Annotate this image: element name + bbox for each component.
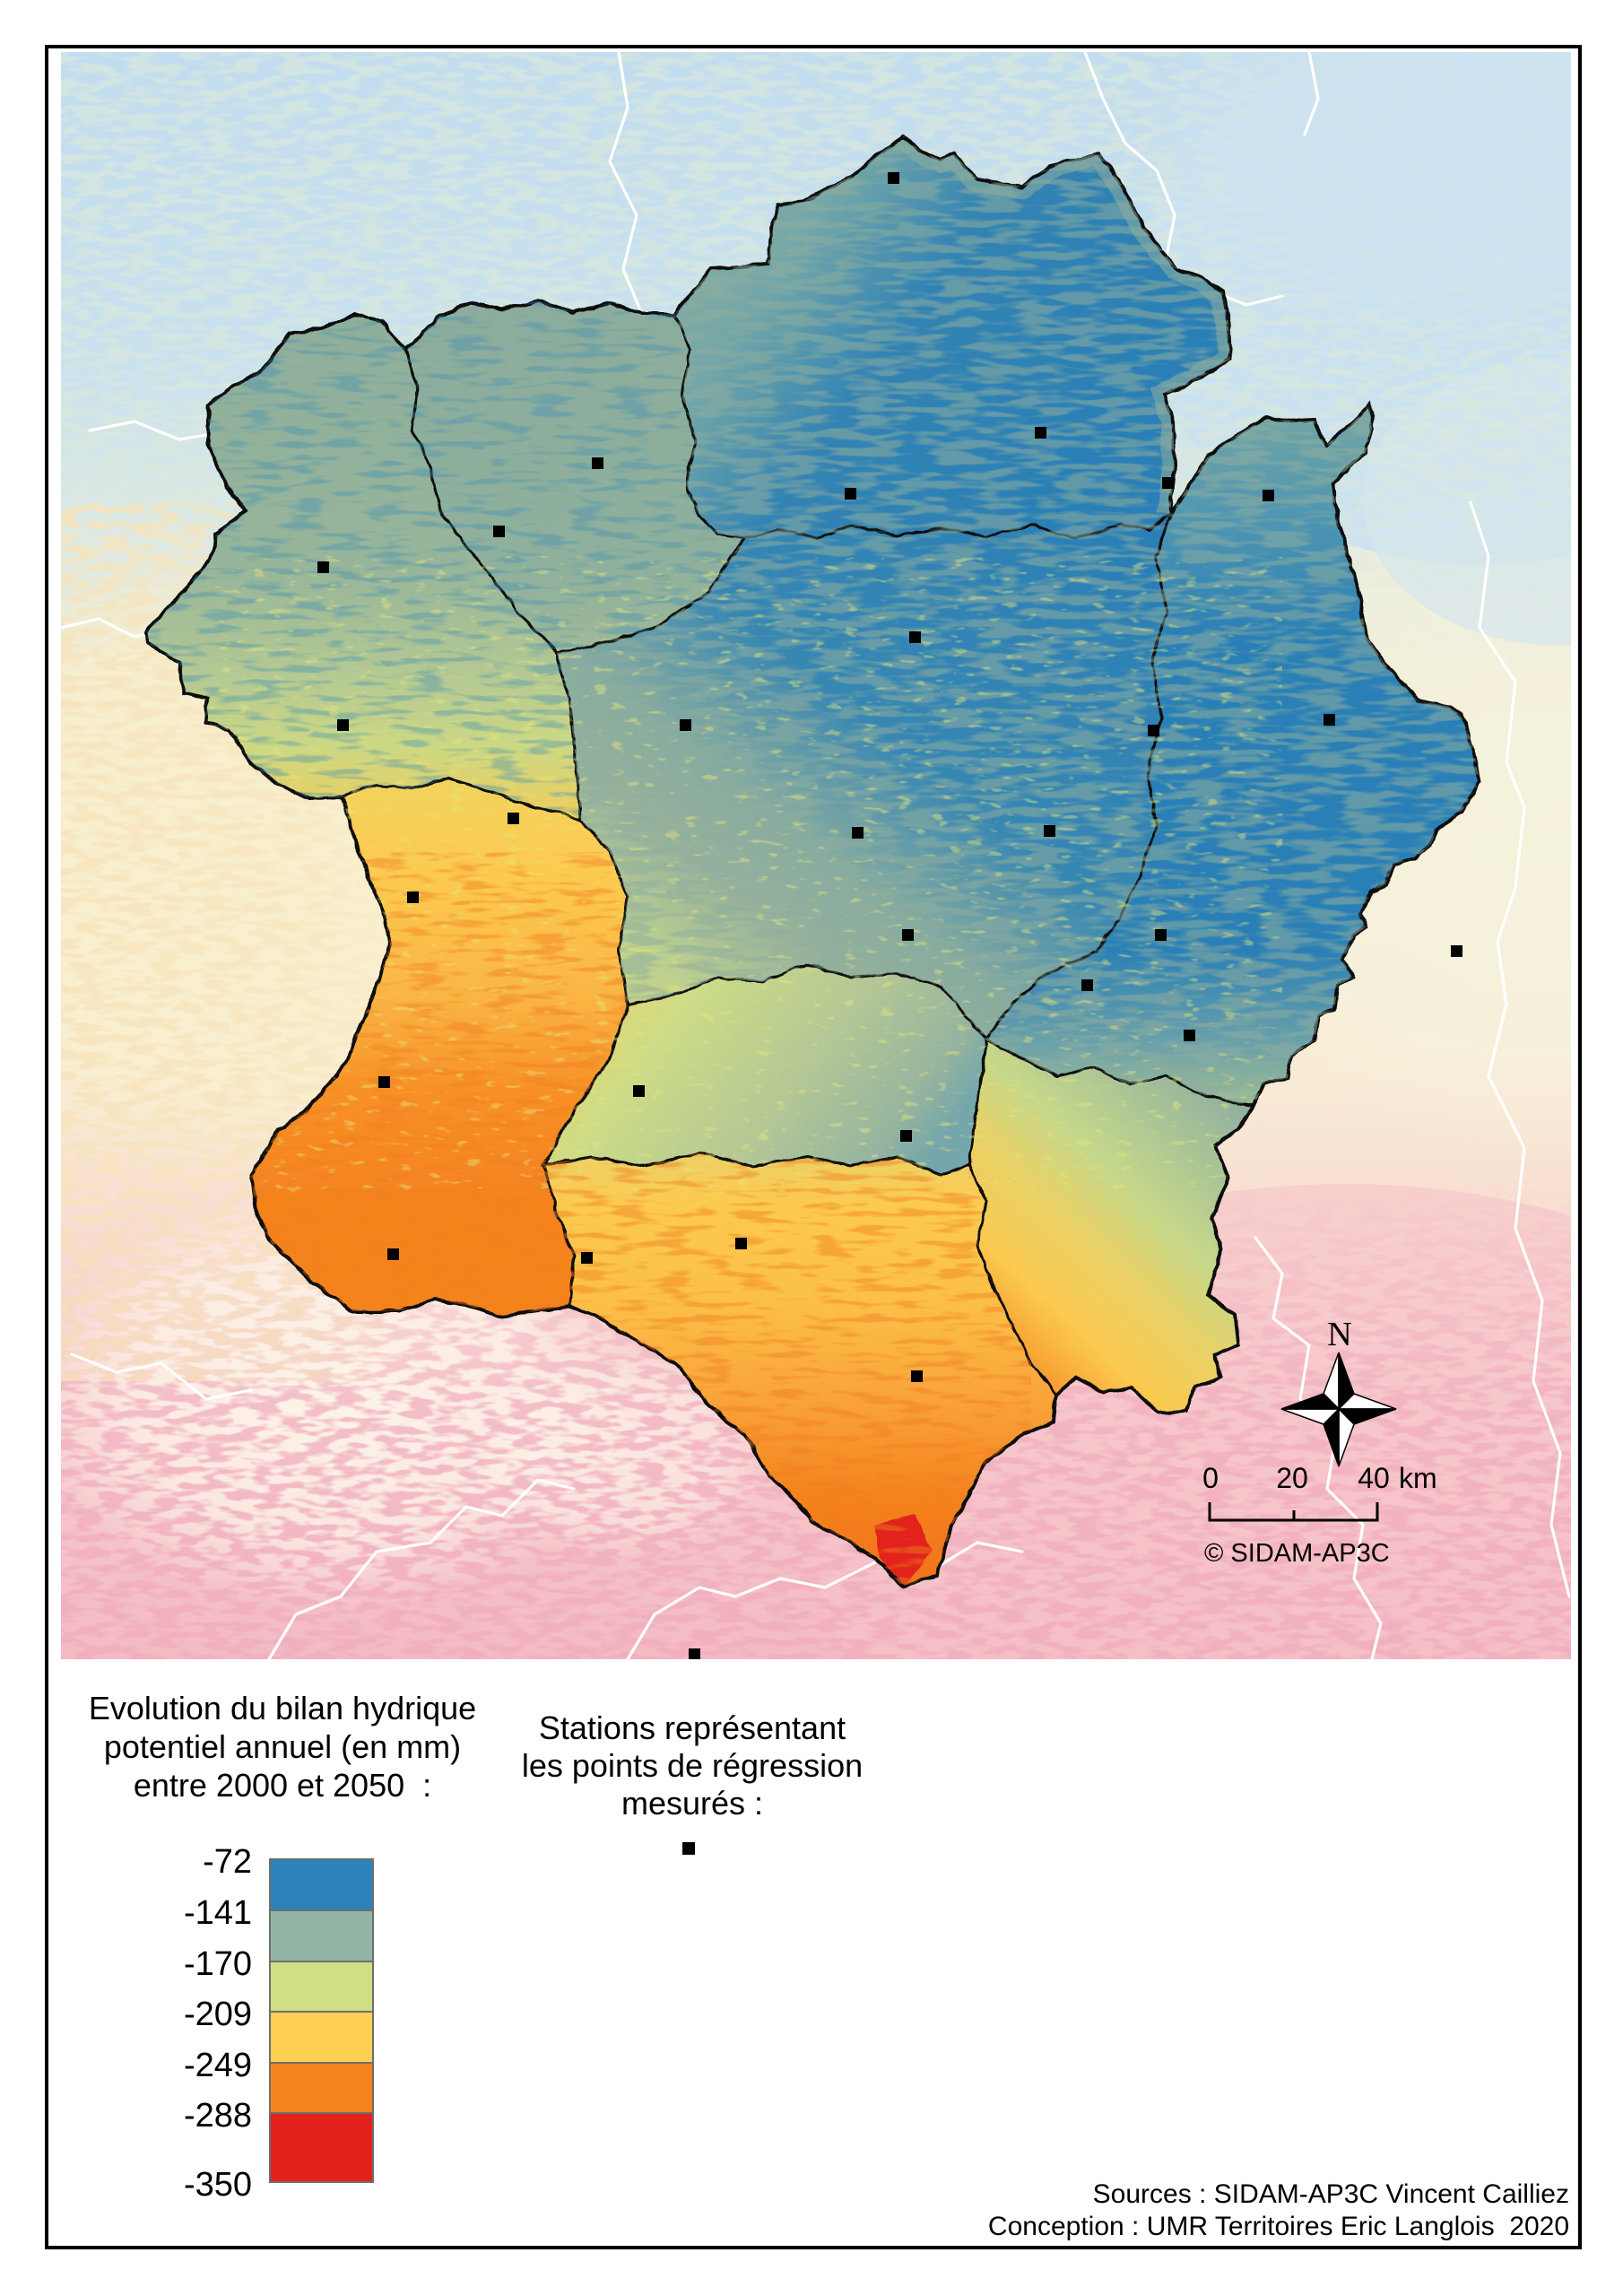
svg-text:-72: -72 [203,1843,252,1881]
svg-text:-170: -170 [184,1945,252,1983]
svg-text:km: km [1399,1462,1437,1494]
svg-text:Evolution du bilan hydrique: Evolution du bilan hydrique [89,1690,476,1726]
svg-text:les points de régression: les points de régression [522,1747,863,1784]
svg-text:-288: -288 [184,2097,252,2135]
svg-text:20: 20 [1276,1462,1308,1494]
svg-text:-350: -350 [184,2166,252,2204]
svg-text:Conception : UMR Territoires E: Conception : UMR Territoires Eric Langlo… [988,2212,1569,2241]
svg-text:potentiel annuel (en mm): potentiel annuel (en mm) [104,1728,461,1765]
svg-text:40: 40 [1358,1462,1390,1494]
svg-text:-141: -141 [184,1894,252,1932]
svg-text:entre 2000 et 2050 :: entre 2000 et 2050 : [134,1767,431,1804]
svg-text:-249: -249 [184,2047,252,2084]
svg-text:© SIDAM-AP3C: © SIDAM-AP3C [1204,1539,1390,1568]
svg-text:0: 0 [1202,1462,1219,1494]
svg-text:-209: -209 [184,1996,252,2033]
svg-text:Sources : SIDAM-AP3C Vincent C: Sources : SIDAM-AP3C Vincent Cailliez [1093,2179,1569,2209]
svg-text:Stations représentant: Stations représentant [539,1709,846,1746]
svg-text:N: N [1327,1316,1351,1353]
svg-text:mesurés :: mesurés : [621,1785,763,1822]
